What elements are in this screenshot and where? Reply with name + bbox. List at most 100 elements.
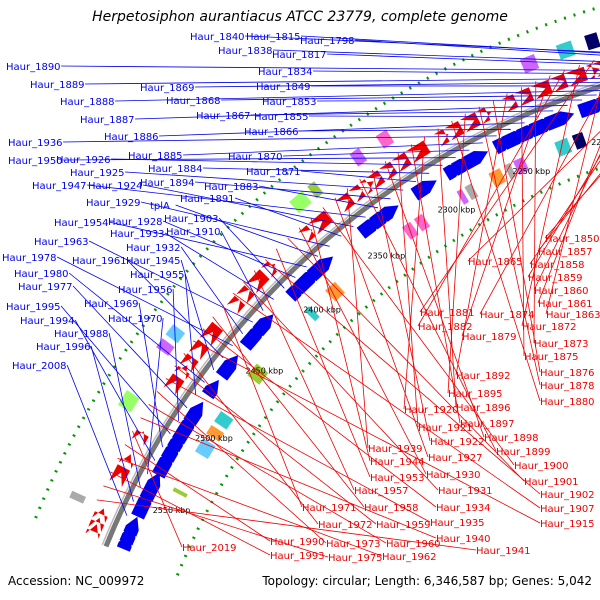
reverse-gene-label: Haur_1941 — [476, 546, 531, 557]
forward-gene-label: Haur_1950 — [8, 156, 63, 167]
forward-gene-label: Haur_1925 — [70, 168, 125, 179]
annotation-block — [69, 490, 86, 504]
reverse-gene-arrow — [88, 517, 105, 533]
forward-gene-arrow — [139, 472, 161, 503]
blue-leader-line — [180, 259, 215, 371]
red-leader-line — [410, 144, 461, 424]
reverse-gene-arrow — [585, 64, 600, 80]
red-leader-line — [537, 173, 600, 252]
blue-leader-line — [299, 128, 511, 132]
genome-summary-text: Topology: circular; Length: 6,346,587 bp… — [262, 574, 592, 588]
reverse-gene-arrow — [549, 73, 569, 92]
forward-gene-label: Haur_1840 — [190, 32, 245, 43]
annotation-block — [195, 438, 216, 459]
blue-leader-line — [327, 53, 600, 65]
accession-text: Accession: NC_009972 — [8, 574, 145, 588]
blue-leader-line — [162, 220, 296, 278]
blue-leader-line — [159, 122, 525, 137]
annotation-block — [375, 129, 395, 149]
forward-gene-label: Haur_1815 — [246, 32, 301, 43]
forward-gene-label: Haur_1924 — [88, 181, 143, 192]
forward-gene-label: Haur_1929 — [86, 198, 141, 209]
red-leader-line — [346, 188, 369, 449]
red-leader-line — [202, 328, 437, 508]
reverse-gene-label: Haur_1915 — [540, 519, 595, 530]
reverse-gene-label: Haur_1873 — [534, 339, 589, 350]
reverse-gene-label: Haur_1898 — [484, 433, 539, 444]
red-leader-line — [140, 417, 437, 539]
blue-leader-line — [108, 332, 141, 488]
red-leader-line — [117, 457, 383, 557]
blue-leader-line — [184, 273, 197, 396]
reverse-gene-label: Haur_1865 — [468, 257, 523, 268]
red-leader-line — [467, 131, 600, 262]
forward-gene-label: Haur_1888 — [60, 97, 115, 108]
blue-leader-line — [234, 197, 342, 237]
forward-gene-label: Haur_1995 — [6, 302, 61, 313]
blue-leader-line — [147, 317, 164, 475]
blue-leader-line — [355, 39, 600, 56]
forward-gene-label: Haur_1883 — [204, 182, 259, 193]
reverse-gene-arrow — [379, 161, 398, 181]
reverse-gene-arrow — [226, 295, 246, 314]
reverse-gene-label: Haur_1993 — [270, 551, 325, 562]
red-leader-line — [419, 59, 595, 313]
red-leader-line — [275, 248, 371, 478]
reverse-gene-label: Haur_1927 — [428, 453, 483, 464]
annotation-block — [156, 338, 175, 356]
forward-gene-label: Haur_2008 — [12, 361, 67, 372]
reverse-gene-label: Haur_1960 — [386, 539, 441, 550]
forward-gene-label: Haur_1884 — [148, 164, 203, 175]
annotation-block — [118, 390, 140, 413]
blue-leader-line — [309, 115, 539, 118]
forward-gene-label: Haur_1890 — [6, 62, 61, 73]
reverse-gene-arrow — [406, 140, 431, 163]
blue-leader-line — [109, 221, 307, 268]
forward-gene-label: Haur_1869 — [140, 83, 195, 94]
red-leader-line — [96, 499, 477, 551]
red-leader-line — [222, 304, 303, 508]
kbp-tick-label: 2500 kbp — [195, 434, 233, 443]
red-leader-line — [437, 128, 457, 408]
forward-gene-label: tplA — [150, 201, 170, 212]
red-leader-line — [417, 69, 566, 327]
blue-leader-line — [283, 149, 470, 157]
reverse-gene-arrow — [109, 464, 131, 487]
reverse-gene-label: Haur_1931 — [438, 486, 493, 497]
forward-gene-label: Haur_1866 — [244, 127, 299, 138]
forward-gene-label: Haur_1980 — [14, 269, 69, 280]
forward-gene-label: Haur_1891 — [180, 194, 235, 205]
genome-backbone-ring — [103, 83, 600, 548]
forward-gene-label: Haur_1970 — [108, 314, 163, 325]
forward-gene-arrow — [577, 99, 600, 119]
forward-gene-label: Haur_1928 — [108, 217, 163, 228]
blue-leader-line — [115, 90, 600, 102]
kbp-tick-label: 2400 kbp — [303, 306, 341, 315]
blue-leader-line — [85, 78, 600, 85]
red-leader-line — [529, 160, 600, 265]
forward-gene-label: Haur_1933 — [110, 229, 165, 240]
reverse-gene-arrow — [179, 353, 199, 373]
forward-gene-arrow — [543, 111, 575, 131]
blue-leader-line — [172, 288, 179, 421]
red-leader-line — [537, 144, 600, 304]
blue-leader-line — [220, 230, 264, 311]
reverse-gene-arrow — [188, 339, 210, 361]
reverse-gene-label: Haur_1859 — [528, 273, 583, 284]
forward-gene-label: Haur_1961 — [72, 256, 127, 267]
annotation-block — [214, 411, 234, 430]
blue-leader-line — [164, 232, 274, 300]
reverse-gene-arrow — [593, 61, 600, 77]
map-title: Herpetosiphon aurantiacus ATCC 23779, co… — [92, 9, 508, 25]
red-leader-line — [103, 485, 329, 558]
annotation-block — [325, 281, 345, 302]
reverse-gene-label: Haur_1861 — [538, 299, 593, 310]
reverse-gene-label: Haur_1896 — [456, 403, 511, 414]
forward-gene-label: Haur_1894 — [140, 178, 195, 189]
reverse-gene-arrow — [131, 429, 149, 446]
reverse-gene-label: Haur_1902 — [540, 490, 595, 501]
red-leader-line — [156, 391, 327, 544]
blue-leader-line — [203, 167, 430, 174]
forward-gene-arrow — [306, 256, 334, 282]
